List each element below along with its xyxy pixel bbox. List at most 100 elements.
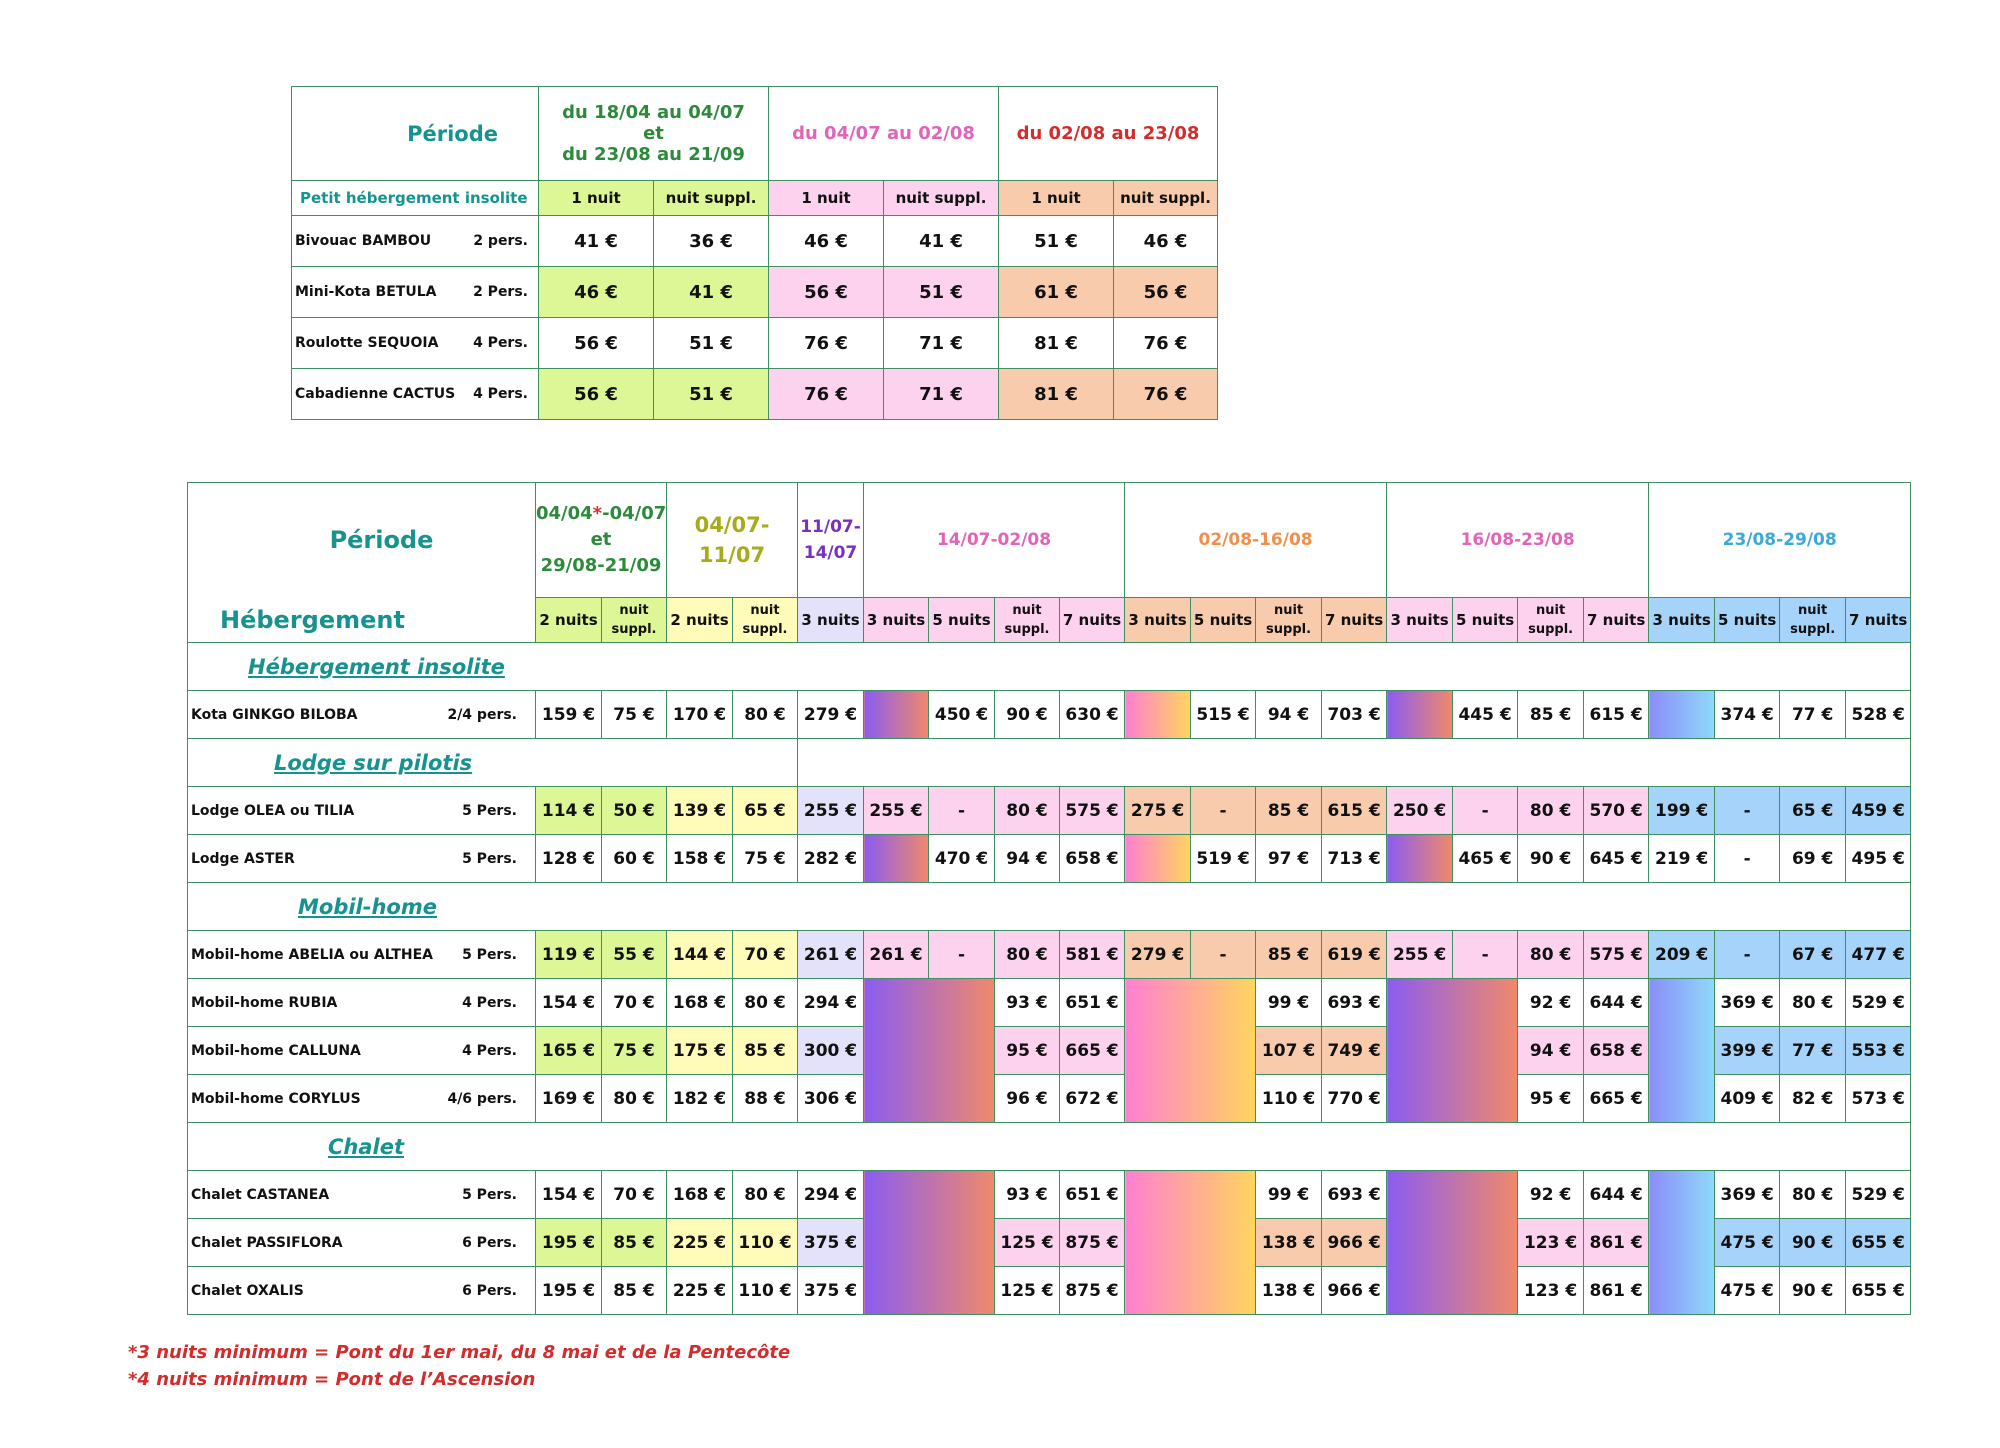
price-cell: 399 € [1714,1026,1781,1075]
price-cell: 409 € [1714,1074,1781,1123]
price-cell: 56 € [538,317,654,369]
price-cell: 144 € [666,930,733,979]
table-row: Mobil-home ABELIA ou ALTHEA 5 Pers. 119 €… [187,930,1912,979]
table-row: Chalet OXALIS 6 Pers. 195 € 85 € 225 € 11… [187,1266,1912,1315]
table-row: Roulotte SEQUOIA 4 Pers. 56 € 51 € 76 € 7… [291,317,1218,369]
col-1-nuit: 1 nuit [768,180,884,216]
price-cell: 99 € [1255,1170,1323,1219]
price-cell: 250 € [1386,786,1454,835]
price-cell: 515 € [1190,690,1257,739]
price-cell: - [1714,834,1781,883]
period-header-3: 11/07- 14/07 [797,482,864,598]
section-filler [796,738,1912,787]
col-2-nuits: 2 nuits [666,597,733,643]
category-label: Petit hébergement insolite [291,180,539,216]
price-cell: 138 € [1255,1266,1323,1315]
col-5-nuits: 5 nuits [1190,597,1257,643]
price-cell: 703 € [1321,690,1388,739]
price-cell: 92 € [1517,978,1585,1027]
price-cell: 495 € [1845,834,1912,883]
row-name: Bivouac BAMBOU 2 pers. [291,215,539,267]
col-nuit-suppl: nuit suppl. [653,180,769,216]
price-cell: 861 € [1583,1218,1650,1267]
price-cell: 475 € [1714,1266,1781,1315]
price-cell: 93 € [994,978,1060,1027]
price-cell: 80 € [732,1170,798,1219]
period-header-6: 16/08-23/08 [1386,482,1650,598]
price-cell: 693 € [1321,1170,1388,1219]
price-cell: 553 € [1845,1026,1912,1075]
gradient-cell [1648,690,1716,739]
row-name: Mobil-home ABELIA ou ALTHEA 5 Pers. [187,930,536,979]
footnotes: *3 nuits minimum = Pont du 1er mai, du 8… [128,1339,790,1393]
price-cell: 658 € [1583,1026,1650,1075]
price-cell: 80 € [1517,930,1585,979]
col-nuit-suppl: nuit suppl. [1517,597,1585,643]
price-cell: 51 € [653,368,769,420]
price-cell: 770 € [1321,1074,1388,1123]
period-header-4: 14/07-02/08 [862,482,1126,598]
col-nuit-suppl: nuit suppl. [883,180,999,216]
price-cell: 465 € [1452,834,1519,883]
price-cell: 80 € [994,786,1060,835]
col-3-nuits: 3 nuits [797,597,864,643]
price-cell: 85 € [601,1266,667,1315]
price-cell: 110 € [732,1218,798,1267]
price-cell: - [1452,786,1519,835]
price-cell: 41 € [883,215,999,267]
price-cell: 139 € [666,786,733,835]
price-cell: 80 € [1779,978,1847,1027]
price-cell: 93 € [994,1170,1060,1219]
price-cell: 672 € [1058,1074,1126,1123]
gradient-block [863,1170,995,1315]
row-name: Chalet PASSIFLORA 6 Pers. [187,1218,536,1267]
table-row: Chalet PASSIFLORA 6 Pers. 195 € 85 € 225 … [187,1218,1912,1267]
price-cell: 70 € [601,1170,667,1219]
price-cell: 573 € [1845,1074,1912,1123]
row-name: Roulotte SEQUOIA 4 Pers. [291,317,539,369]
price-cell: 575 € [1583,930,1650,979]
col-nuit-suppl: nuit suppl. [732,597,798,643]
price-cell: 75 € [732,834,798,883]
gradient-cell [863,690,929,739]
price-cell: 861 € [1583,1266,1650,1315]
row-name: Lodge OLEA ou TILIA 5 Pers. [187,786,536,835]
price-cell: - [1452,930,1519,979]
price-cell: 92 € [1517,1170,1585,1219]
price-cell: 60 € [601,834,667,883]
row-name: Chalet OXALIS 6 Pers. [187,1266,536,1315]
price-cell: 90 € [1517,834,1585,883]
row-name: Lodge ASTER 5 Pers. [187,834,536,883]
price-cell: 665 € [1583,1074,1650,1123]
price-cell: 123 € [1517,1218,1585,1267]
price-cell: - [1190,786,1257,835]
row-name: Mobil-home RUBIA 4 Pers. [187,978,536,1027]
table-row: Cabadienne CACTUS 4 Pers. 56 € 51 € 76 € … [291,368,1218,420]
price-cell: 46 € [1113,215,1218,267]
gradient-cell [863,834,929,883]
price-cell: 225 € [666,1218,733,1267]
col-nuit-suppl: nuit suppl. [1255,597,1323,643]
price-cell: 88 € [732,1074,798,1123]
price-cell: 65 € [732,786,798,835]
table-row: Mobil-home CORYLUS 4/6 pers. 169 € 80 € 1… [187,1074,1912,1123]
price-cell: 76 € [1113,317,1218,369]
row-name: Mobil-home CORYLUS 4/6 pers. [187,1074,536,1123]
section-title-chalet: Chalet [186,1122,1912,1171]
price-cell: 966 € [1321,1266,1388,1315]
price-cell: 80 € [1779,1170,1847,1219]
price-cell: 875 € [1058,1218,1126,1267]
price-cell: 658 € [1058,834,1126,883]
periode-label: Période [291,86,539,181]
price-cell: 255 € [1386,930,1454,979]
col-5-nuits: 5 nuits [1452,597,1519,643]
gradient-block [1386,1170,1519,1315]
price-cell: 85 € [1255,930,1323,979]
period-header-3: du 02/08 au 23/08 [998,86,1218,181]
price-cell: 693 € [1321,978,1388,1027]
price-cell: 41 € [538,215,654,267]
price-cell: 94 € [1255,690,1323,739]
price-cell: 875 € [1058,1266,1126,1315]
price-cell: 655 € [1845,1266,1912,1315]
gradient-block [1648,978,1716,1123]
